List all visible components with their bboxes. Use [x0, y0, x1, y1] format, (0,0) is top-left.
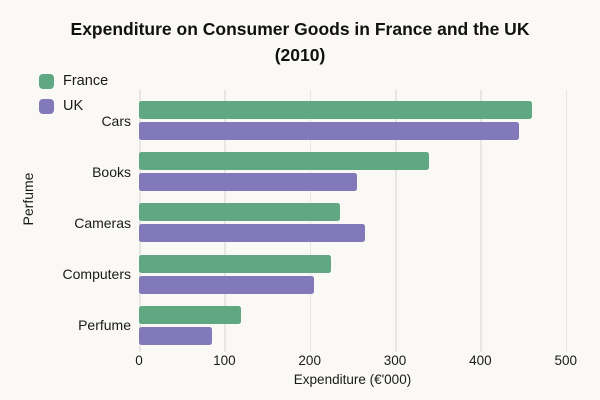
gridline-500: [565, 90, 568, 352]
gridline-300: [395, 90, 397, 352]
uk-swatch-icon: [39, 98, 54, 114]
gridline-400: [480, 90, 482, 352]
bar-books-france: [139, 152, 430, 171]
category-label-cars: Cars: [101, 112, 131, 129]
bar-cars-uk: [139, 122, 519, 140]
legend-label-france: France: [63, 73, 109, 89]
bar-computers-uk: [139, 275, 314, 294]
chart-title: Expenditure on Consumer Goods in France …: [0, 16, 600, 68]
bar-perfume-france: [139, 305, 242, 324]
legend-item-uk: UK: [39, 98, 108, 114]
legend-item-france: France: [39, 73, 108, 89]
chart-title-line2: (2010): [274, 45, 326, 65]
category-label-books: Books: [92, 163, 131, 180]
chart-title-line1: Expenditure on Consumer Goods in France …: [70, 19, 530, 39]
x-tick-100: 100: [213, 353, 236, 368]
x-tick-200: 200: [298, 353, 321, 368]
plot-area: [139, 90, 588, 352]
bar-computers-france: [139, 254, 332, 273]
legend-label-uk: UK: [63, 98, 84, 114]
bar-perfume-uk: [139, 326, 212, 345]
x-tick-0: 0: [135, 353, 143, 368]
category-label-cameras: Cameras: [74, 214, 131, 231]
gridline-0: [139, 90, 141, 352]
category-label-computers: Computers: [62, 266, 131, 283]
bar-cameras-france: [139, 203, 340, 222]
category-label-perfume: Perfume: [78, 317, 131, 334]
x-tick-400: 400: [469, 353, 492, 368]
x-axis-title: Expenditure (€'000): [293, 372, 412, 387]
bar-books-uk: [139, 173, 357, 192]
x-tick-300: 300: [383, 353, 407, 368]
legend: France UK: [39, 73, 108, 123]
bar-cameras-uk: [139, 224, 366, 243]
france-swatch-icon: [39, 73, 54, 89]
bar-cars-france: [139, 101, 532, 119]
x-tick-500: 500: [554, 353, 578, 368]
